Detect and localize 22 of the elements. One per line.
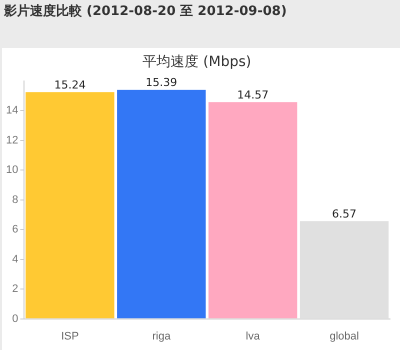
y-tick-label: 10 bbox=[6, 164, 18, 176]
bar bbox=[26, 92, 114, 318]
data-label: 15.39 bbox=[146, 76, 178, 90]
data-label: 6.57 bbox=[332, 207, 357, 220]
x-tick-label: global bbox=[330, 330, 359, 342]
y-tick-label: 4 bbox=[12, 253, 18, 266]
x-tick-label: riga bbox=[152, 330, 172, 342]
bar bbox=[117, 90, 206, 318]
x-tick-label: lva bbox=[246, 330, 261, 342]
data-label: 14.57 bbox=[237, 88, 269, 102]
bar bbox=[300, 221, 389, 318]
chart-subtitle: 平均速度 (Mbps) bbox=[142, 54, 252, 70]
y-tick-label: 14 bbox=[6, 104, 18, 117]
data-label: 15.24 bbox=[54, 78, 86, 92]
y-tick-label: 6 bbox=[12, 224, 18, 236]
y-tick-label: 12 bbox=[6, 134, 18, 146]
bar bbox=[208, 102, 298, 318]
y-tick-label: 0 bbox=[12, 312, 18, 325]
x-tick-label: ISP bbox=[61, 330, 79, 342]
chart-title: 影片速度比較 (2012-08-20 至 2012-09-08) bbox=[3, 2, 288, 21]
y-tick-label: 2 bbox=[12, 283, 18, 296]
y-tick-label: 8 bbox=[12, 194, 18, 206]
